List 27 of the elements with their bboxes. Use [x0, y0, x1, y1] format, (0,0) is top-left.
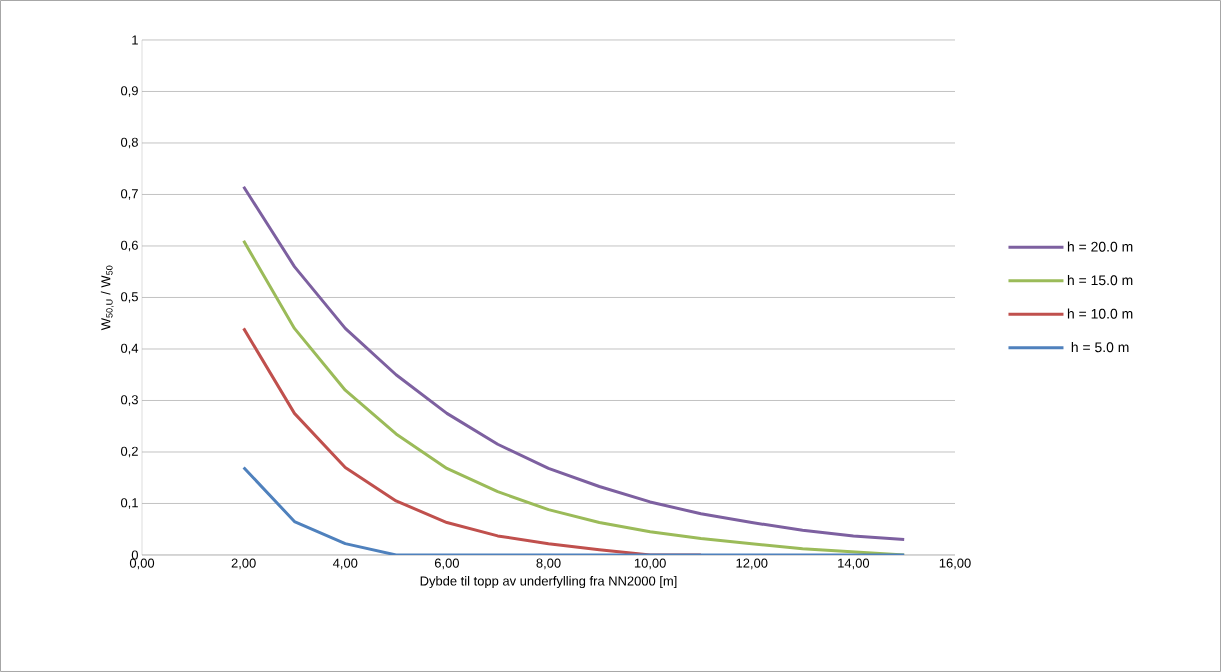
x-tick-label: 10,00	[634, 558, 666, 570]
x-tick-label: 4,00	[332, 558, 358, 570]
x-tick-label: 8,00	[536, 558, 561, 570]
y-tick-label: 0,8	[120, 137, 138, 149]
y-tick-label: 1	[132, 35, 138, 45]
legend-label: h = 10.0 m	[1067, 308, 1133, 319]
x-tick-label: 14,00	[838, 558, 870, 570]
legend-label: h = 20.0 m	[1067, 241, 1133, 252]
y-tick-label: 0,7	[120, 189, 138, 200]
y-axis-title: W$_{50,U}$ / W$_{50}$	[100, 265, 114, 331]
y-tick-label: 0,5	[120, 292, 138, 303]
y-tick-label: 0	[131, 550, 138, 560]
y-tick-label: 0,1	[120, 498, 138, 509]
x-tick-label: 12,00	[736, 558, 768, 570]
x-tick-label: 0,00	[129, 558, 155, 570]
y-tick-label: 0,2	[120, 446, 138, 458]
y-tick-label: 0,6	[120, 240, 138, 252]
y-tick-label: 0,9	[120, 86, 138, 97]
x-tick-label: 16,00	[939, 558, 971, 570]
legend-label: h = 15.0 m	[1067, 274, 1133, 286]
x-axis-title: Dybde til topp av underfylling fra NN2000 [m]	[420, 576, 677, 589]
line-series	[242, 185, 906, 542]
x-tick-label: 6,00	[434, 558, 459, 570]
legend-label: h = 5.0 m	[1071, 341, 1129, 353]
y-tick-label: 0,4	[120, 343, 139, 355]
x-tick-label: 2,00	[231, 558, 256, 570]
y-tick-label: 0,3	[120, 395, 138, 406]
